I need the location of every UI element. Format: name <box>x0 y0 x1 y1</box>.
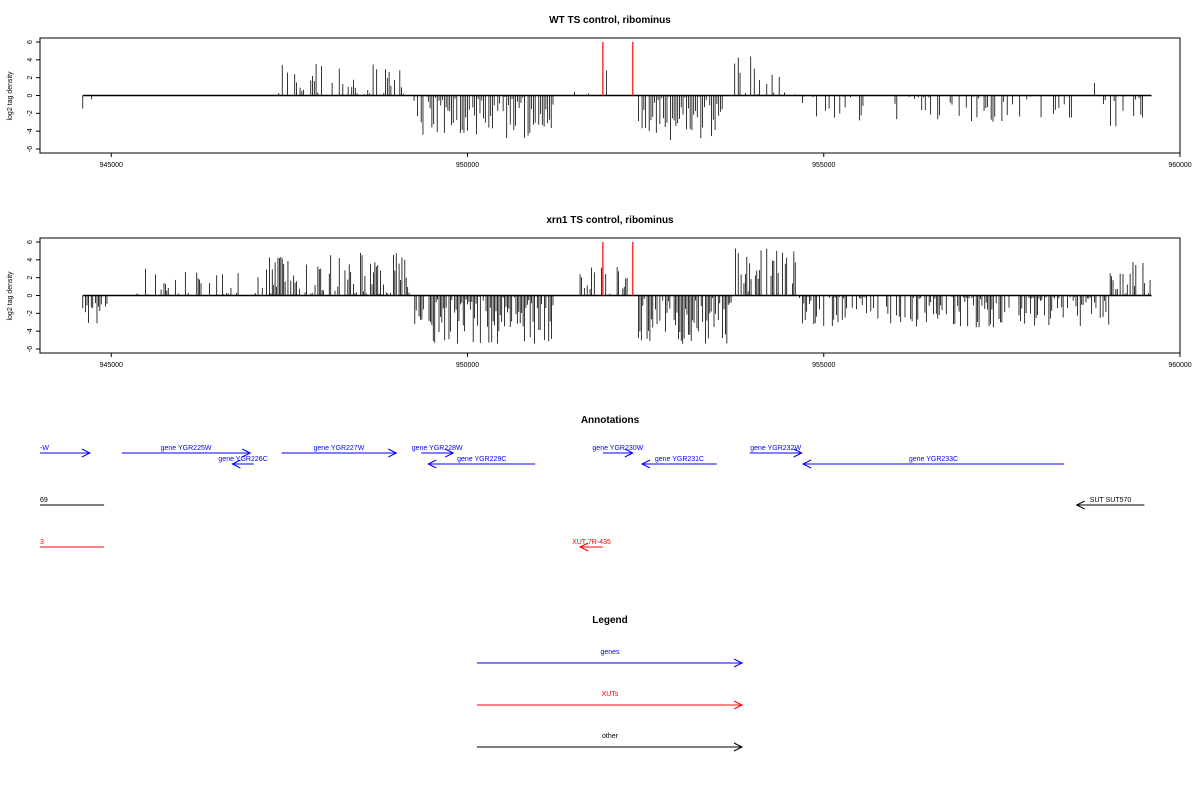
annotation-features: -W gene YGR225W gene YGR226C gene YGR227W ge… <box>40 445 1145 552</box>
highlight-lines <box>602 42 634 96</box>
y-axis-label: log2 tag density <box>7 71 14 121</box>
annotation-feature[interactable]: gene YGR225W <box>121 445 252 458</box>
annotation-feature[interactable]: gene YGR229C <box>427 456 536 469</box>
panel-title: WT TS control, ribominus <box>549 15 671 26</box>
signal-bars <box>82 56 1143 141</box>
panel-xrn1: xrn1 TS control, ribominus log2 tag dens… <box>7 215 1192 369</box>
legend-arrow <box>733 700 744 710</box>
y-tick-label: 6 <box>27 240 34 244</box>
y-axis: 6 4 2 0 -2 -4 -6 <box>27 240 40 352</box>
y-tick-label: -4 <box>27 328 34 334</box>
legend-title: Legend <box>592 615 628 626</box>
feature-label: gene YGR233C <box>909 456 958 463</box>
feature-label: -W <box>40 445 49 452</box>
y-axis: 6 4 2 0 -2 -4 -6 <box>27 40 40 152</box>
strand-arrow <box>793 448 803 458</box>
legend-arrow <box>733 742 744 752</box>
strand-arrow <box>445 448 455 458</box>
y-tick-label: 4 <box>27 258 34 262</box>
y-tick-label: 4 <box>27 58 34 62</box>
legend-item: other <box>477 733 744 752</box>
annotation-feature[interactable]: 3 <box>40 539 105 548</box>
annotation-feature[interactable]: gene YGR231C <box>640 456 717 469</box>
x-tick-label: 945000 <box>100 362 123 369</box>
feature-label: 3 <box>40 539 44 546</box>
feature-label: gene YGR231C <box>655 456 704 463</box>
strand-arrow <box>1075 500 1085 510</box>
annotation-feature[interactable]: gene YGR227W <box>281 445 398 458</box>
x-tick-label: 960000 <box>1168 162 1191 169</box>
strand-arrow <box>624 448 634 458</box>
strand-arrow <box>81 448 91 458</box>
y-tick-label: 2 <box>27 76 34 80</box>
legend-label: XUTs <box>602 691 619 698</box>
y-tick-label: 6 <box>27 40 34 44</box>
signal-bars <box>82 248 1151 344</box>
annotations-track: Annotations -W gene YGR225W gene YGR226C ge… <box>40 415 1145 552</box>
y-axis-label: log2 tag density <box>7 271 14 321</box>
annotation-feature[interactable]: SUT SUT570 <box>1075 497 1145 510</box>
strand-arrow <box>578 542 589 552</box>
y-tick-label: -2 <box>27 110 34 116</box>
strand-arrow <box>427 459 437 469</box>
panel-wt: WT TS control, ribominus log2 tag densit… <box>7 15 1192 169</box>
y-tick-label: 0 <box>27 293 34 297</box>
annotation-feature[interactable]: gene YGR232W <box>749 445 803 458</box>
legend-item: XUTs <box>477 691 744 710</box>
feature-label: gene YGR229C <box>457 456 506 463</box>
y-tick-label: 0 <box>27 93 34 97</box>
annotation-feature[interactable]: XUT 7R-435 <box>572 539 611 552</box>
feature-label: 69 <box>40 497 48 504</box>
annotation-feature[interactable]: gene YGR233C <box>801 456 1064 469</box>
legend-arrow <box>733 658 744 668</box>
y-tick-label: -4 <box>27 128 34 134</box>
annotation-feature[interactable]: gene YGR226C <box>218 456 268 469</box>
strand-arrow <box>241 448 252 458</box>
legend-items: genes XUTs other <box>477 649 744 752</box>
x-tick-label: 950000 <box>456 362 479 369</box>
x-tick-label: 945000 <box>100 162 123 169</box>
x-tick-label: 950000 <box>456 162 479 169</box>
x-axis: 945000 950000 955000 960000 <box>100 353 1192 369</box>
y-tick-label: -6 <box>27 346 34 352</box>
strand-arrow <box>388 448 398 458</box>
feature-label: gene YGR232W <box>750 445 801 452</box>
y-tick-label: 2 <box>27 276 34 280</box>
legend-item: genes <box>477 649 744 668</box>
annotation-feature[interactable]: -W <box>40 445 91 458</box>
x-tick-label: 960000 <box>1168 362 1191 369</box>
annotations-title: Annotations <box>581 415 640 426</box>
y-tick-label: -2 <box>27 310 34 316</box>
strand-arrow <box>801 459 812 469</box>
feature-label: gene YGR227W <box>313 445 364 452</box>
annotation-feature[interactable]: gene YGR228W <box>412 445 463 458</box>
feature-label: gene YGR226C <box>218 456 267 463</box>
x-axis: 945000 950000 955000 960000 <box>100 153 1192 169</box>
feature-label: gene YGR228W <box>412 445 463 452</box>
legend: Legend genes XUTs other <box>477 615 744 752</box>
legend-label: genes <box>600 649 620 656</box>
annotation-feature[interactable]: gene YGR230W <box>592 445 644 458</box>
x-tick-label: 955000 <box>812 162 835 169</box>
legend-label: other <box>602 733 619 740</box>
feature-label: XUT 7R-435 <box>572 539 611 546</box>
annotation-feature[interactable]: 69 <box>40 497 105 506</box>
feature-label: gene YGR230W <box>592 445 643 452</box>
strand-arrow <box>231 459 241 469</box>
x-tick-label: 955000 <box>812 362 835 369</box>
strand-arrow <box>640 459 651 469</box>
feature-label: SUT SUT570 <box>1090 497 1132 504</box>
y-tick-label: -6 <box>27 146 34 152</box>
panel-title: xrn1 TS control, ribominus <box>546 215 674 226</box>
highlight-lines <box>602 242 634 296</box>
feature-label: gene YGR225W <box>161 445 212 452</box>
